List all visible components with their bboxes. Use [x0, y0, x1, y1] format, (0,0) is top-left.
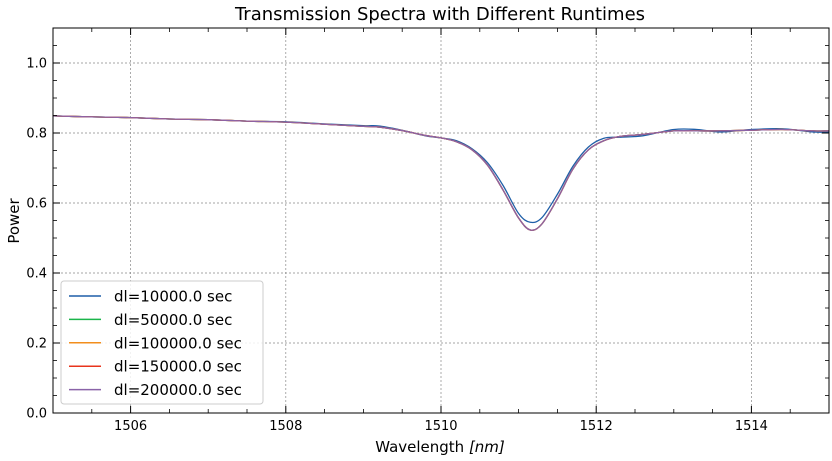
series-line-5 — [52, 115, 830, 231]
y-tick-label: 0.4 — [26, 267, 47, 282]
x-tick-label: 1510 — [424, 419, 457, 434]
y-tick-label: 0.6 — [26, 197, 47, 212]
series-lines — [52, 115, 830, 231]
y-tick-label: 1.0 — [26, 57, 47, 72]
chart-title: Transmission Spectra with Different Runt… — [234, 4, 645, 25]
legend-label: dl=150000.0 sec — [114, 358, 242, 376]
y-axis-label: Power — [5, 197, 23, 243]
legend-label: dl=100000.0 sec — [114, 334, 242, 352]
x-tick-label: 1506 — [114, 419, 147, 434]
x-axis-label: Wavelength [nm] — [375, 438, 505, 456]
x-axis-label-unit: [nm] — [469, 438, 505, 456]
x-tick-label: 1508 — [269, 419, 302, 434]
y-tick-labels: 0.0 0.2 0.4 0.6 0.8 1.0 — [26, 57, 47, 422]
x-tick-label: 1514 — [735, 419, 768, 434]
legend-label: dl=50000.0 sec — [114, 311, 232, 329]
x-tick-label: 1512 — [580, 419, 613, 434]
y-tick-label: 0.0 — [26, 407, 47, 422]
legend-label: dl=10000.0 sec — [114, 288, 232, 306]
axis-ticks — [52, 28, 830, 414]
x-axis-label-text: Wavelength — [375, 438, 469, 456]
y-tick-label: 0.2 — [26, 337, 47, 352]
legend-box — [60, 280, 264, 405]
legend: dl=10000.0 sec dl=50000.0 sec dl=100000.0 … — [60, 280, 264, 405]
legend-label: dl=200000.0 sec — [114, 381, 242, 399]
y-tick-label: 0.8 — [26, 127, 47, 142]
x-tick-labels: 1506 1508 1510 1512 1514 — [114, 419, 768, 434]
